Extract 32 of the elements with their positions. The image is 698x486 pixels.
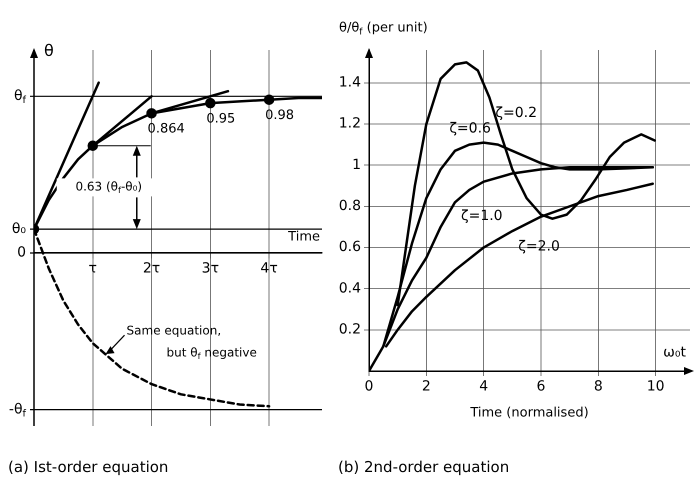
y-tick-label: 0.2 xyxy=(338,321,361,338)
x-axis-title: Time (normalised) xyxy=(469,405,589,420)
x-tick-label: 3τ xyxy=(202,260,219,277)
x-tick-label: 10 xyxy=(646,378,665,395)
series-label: ζ=2.0 xyxy=(518,238,560,255)
x-tick-label: τ xyxy=(88,260,97,277)
series-label: ζ=0.2 xyxy=(495,104,537,121)
y-tick-label: 1.4 xyxy=(338,74,362,91)
y-tick-label: 0.8 xyxy=(338,198,361,214)
y-tick-label: 1 xyxy=(352,156,362,173)
text: (b) 2nd-order equation xyxy=(338,458,510,476)
x-tick-label: 4τ xyxy=(260,260,278,277)
x-tick-label: 0 xyxy=(364,378,374,395)
y-tick-label: 0.4 xyxy=(338,280,362,296)
text: (a) Ist-order equation xyxy=(8,458,168,476)
annotation: ω₀t xyxy=(663,344,687,361)
y-tick-label: 1.2 xyxy=(338,116,361,132)
x-tick-label: 2τ xyxy=(142,260,160,277)
ref-line-label: 0 xyxy=(17,244,26,261)
series-label: ζ=0.6 xyxy=(449,120,492,136)
x-tick-label: 2 xyxy=(422,378,431,395)
annotation: 0.864 xyxy=(148,122,185,137)
y-tick-label: 0.6 xyxy=(338,239,362,256)
series-label: ζ=1.0 xyxy=(460,208,503,224)
y-axis-title: θ xyxy=(44,41,54,60)
x-tick-label: 8 xyxy=(594,378,603,395)
annotation: 0.95 xyxy=(206,112,236,127)
annotation: 0.98 xyxy=(265,108,294,124)
x-tick-label: 6 xyxy=(536,378,546,395)
x-axis-title: Time xyxy=(287,229,320,244)
ref-line-label: θ₀ xyxy=(12,220,26,237)
x-tick-label: 4 xyxy=(479,378,488,395)
